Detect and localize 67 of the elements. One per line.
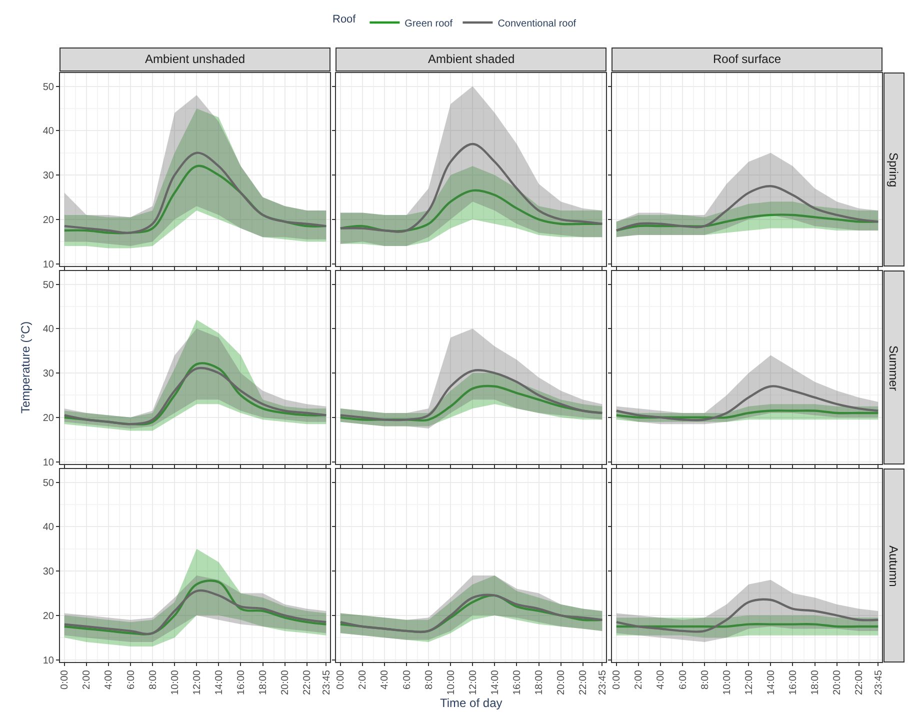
x-tick-label: 18:00 xyxy=(534,670,546,696)
x-tick-label: 14:00 xyxy=(766,670,777,696)
x-tick-label: 6:00 xyxy=(402,670,413,690)
x-tick-label: 20:00 xyxy=(832,670,844,696)
line-series xyxy=(63,589,328,636)
legend-label: Conventional roof xyxy=(498,18,576,30)
legend-title: Roof xyxy=(332,13,357,26)
text: Autumn xyxy=(886,546,900,587)
x-tick-label: 6:00 xyxy=(126,670,137,690)
x-tick-label: 22:00 xyxy=(302,670,314,696)
x-tick-label: 4:00 xyxy=(656,670,667,690)
x-tick-label: 14:00 xyxy=(214,670,225,696)
chart-title: Ambient shaded xyxy=(428,52,515,66)
x-tick-label: 10:00 xyxy=(722,670,733,696)
y-tick-label: 50 xyxy=(42,280,54,291)
text: Summer xyxy=(886,346,900,391)
legend-label: Green roof xyxy=(404,18,453,30)
x-tick-label: 23:45 xyxy=(321,670,332,696)
y-tick-label: 20 xyxy=(42,214,54,226)
y-tick-label: 10 xyxy=(42,259,54,270)
x-tick-label: 0:00 xyxy=(336,670,347,690)
x-tick-label: 12:00 xyxy=(192,670,203,696)
x-tick-label: 2:00 xyxy=(358,670,369,690)
x-tick-label: 14:00 xyxy=(490,670,501,696)
x-tick-label: 8:00 xyxy=(700,670,711,690)
x-tick-label: 2:00 xyxy=(634,670,645,690)
y-tick-label: 10 xyxy=(42,655,54,666)
x-tick-label: 23:45 xyxy=(597,670,608,696)
x-tick-label: 23:45 xyxy=(873,670,884,696)
chart-title: Roof surface xyxy=(713,52,782,66)
y-tick-label: 50 xyxy=(42,82,54,93)
line-series xyxy=(63,152,328,234)
x-tick-label: 18:00 xyxy=(810,670,822,696)
x-tick-label: 6:00 xyxy=(678,670,689,690)
y-tick-label: 40 xyxy=(42,126,54,138)
x-tick-label: 18:00 xyxy=(258,670,270,696)
y-tick-label: 20 xyxy=(42,610,54,622)
y-tick-label: 20 xyxy=(42,412,54,424)
y-tick-label: 10 xyxy=(42,457,54,468)
y-tick-label: 30 xyxy=(42,368,54,380)
y-tick-label: 30 xyxy=(42,170,54,182)
x-tick-label: 2:00 xyxy=(82,670,93,690)
x-tick-label: 10:00 xyxy=(446,670,457,696)
y-tick-label: 40 xyxy=(42,522,54,534)
x-tick-label: 0:00 xyxy=(60,670,71,690)
x-tick-label: 16:00 xyxy=(788,670,799,696)
x-tick-label: 16:00 xyxy=(236,670,247,696)
x-tick-label: 4:00 xyxy=(104,670,115,690)
x-tick-label: 22:00 xyxy=(578,670,590,696)
y-tick-label: 40 xyxy=(42,324,54,336)
x-tick-label: 20:00 xyxy=(280,670,292,696)
x-tick-label: 0:00 xyxy=(612,670,623,690)
x-tick-label: 22:00 xyxy=(854,670,866,696)
y-tick-label: 50 xyxy=(42,478,54,489)
x-tick-label: 4:00 xyxy=(380,670,391,690)
x-axis-title: Time of day xyxy=(440,696,502,710)
x-tick-label: 16:00 xyxy=(512,670,523,696)
y-tick-label: 30 xyxy=(42,566,54,578)
x-tick-label: 12:00 xyxy=(744,670,755,696)
y-axis-title: Temperature (°C) xyxy=(18,321,32,414)
chart-title: Ambient unshaded xyxy=(145,52,246,66)
x-tick-label: 20:00 xyxy=(556,670,568,696)
x-tick-label: 8:00 xyxy=(424,670,435,690)
text: Spring xyxy=(886,152,900,188)
x-tick-label: 12:00 xyxy=(468,670,479,696)
x-tick-label: 10:00 xyxy=(170,670,181,696)
x-tick-label: 8:00 xyxy=(148,670,159,690)
